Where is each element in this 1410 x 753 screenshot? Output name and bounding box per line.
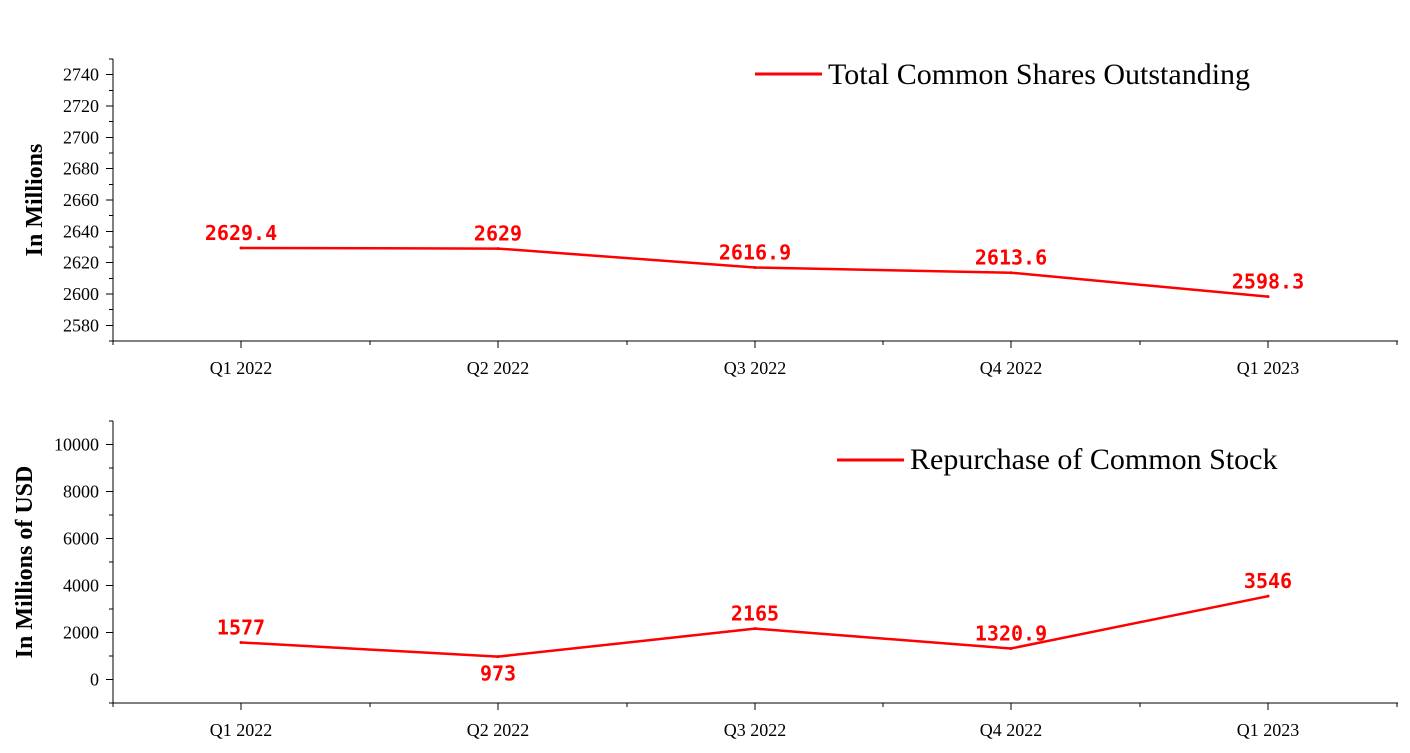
y-tick-label: 2660 [63, 190, 99, 210]
x-tick-label: Q1 2023 [1237, 720, 1300, 740]
data-label: 1320.9 [975, 621, 1047, 645]
y-tick-label: 2720 [63, 96, 99, 116]
x-tick-label: Q3 2022 [724, 720, 787, 740]
data-point [1266, 594, 1270, 598]
data-label: 2616.9 [719, 241, 791, 265]
x-tick-label: Q2 2022 [467, 720, 530, 740]
x-tick-label: Q3 2022 [724, 358, 787, 378]
y-tick-label: 10000 [54, 435, 99, 455]
y-tick-label: 2000 [63, 623, 99, 643]
y-tick-label: 8000 [63, 482, 99, 502]
y-tick-label: 2700 [63, 127, 99, 147]
y-tick-label: 2680 [63, 159, 99, 179]
data-label: 1577 [217, 615, 265, 639]
legend: Total Common Shares Outstanding [755, 58, 1250, 91]
y-tick-label: 4000 [63, 576, 99, 596]
y-tick-label: 6000 [63, 529, 99, 549]
y-tick-label: 2740 [63, 65, 99, 85]
data-label: 2629.4 [205, 221, 277, 245]
data-label: 3546 [1244, 569, 1292, 593]
data-label: 2629 [474, 222, 522, 246]
data-point [239, 246, 243, 250]
data-label: 2613.6 [975, 246, 1047, 270]
data-label: 2598.3 [1232, 270, 1304, 294]
x-tick-label: Q2 2022 [467, 358, 530, 378]
chart-panel-1: 2580 2600 2620 2640 2660 2680 2700 2720 2740 Q1 2… [22, 58, 1398, 378]
data-point [1009, 646, 1013, 650]
x-tick-label: Q1 2022 [210, 720, 273, 740]
legend-label: Total Common Shares Outstanding [828, 58, 1250, 91]
x-tick-label: Q1 2023 [1237, 358, 1300, 378]
data-point [753, 266, 757, 270]
legend-label: Repurchase of Common Stock [910, 443, 1277, 476]
data-point [753, 627, 757, 631]
x-tick-label: Q4 2022 [980, 358, 1043, 378]
data-point [496, 247, 500, 251]
x-tick-label: Q4 2022 [980, 720, 1043, 740]
x-tick-label: Q1 2022 [210, 358, 273, 378]
data-point [1266, 295, 1270, 299]
data-point [1009, 271, 1013, 275]
data-point [239, 640, 243, 644]
data-point [496, 655, 500, 659]
y-tick-label: 2620 [63, 253, 99, 273]
y-tick-label: 2640 [63, 221, 99, 241]
y-tick-label: 2600 [63, 284, 99, 304]
data-label: 2165 [731, 602, 779, 626]
y-axis-title: In Millions [22, 144, 48, 257]
y-tick-label: 2580 [63, 315, 99, 335]
y-axis-title: In Millions of USD [12, 466, 38, 659]
data-label: 973 [480, 662, 516, 686]
y-tick-label: 0 [90, 670, 99, 690]
chart-panel-2: 0 2000 4000 6000 8000 10000 Q1 2022 Q2 2022 Q3 2… [12, 420, 1398, 740]
legend: Repurchase of Common Stock [837, 443, 1277, 476]
